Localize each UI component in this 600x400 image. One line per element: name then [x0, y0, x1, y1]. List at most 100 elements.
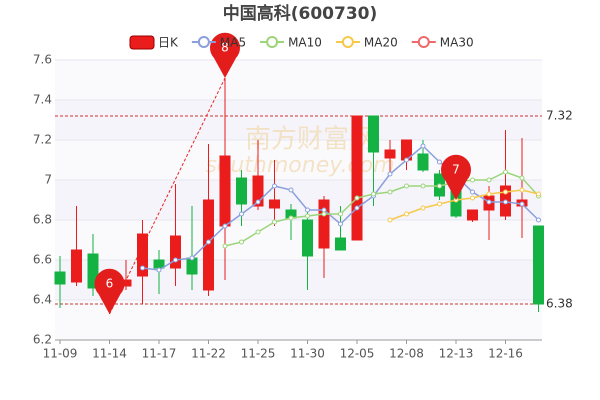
- candle-body: [302, 219, 313, 257]
- ma-point: [255, 229, 261, 235]
- ma-point: [404, 183, 409, 189]
- marker-label: 7: [452, 163, 460, 177]
- marker-link: [109, 77, 226, 315]
- y-tick-label: 6.6: [33, 253, 52, 267]
- legend-label: 日K: [158, 36, 179, 50]
- legend-swatch: [341, 36, 354, 48]
- ma-point: [206, 239, 211, 245]
- plot-band: [55, 100, 542, 140]
- marker-label: 6: [106, 277, 114, 291]
- candle-body: [153, 259, 165, 269]
- legend-label: MA30: [440, 36, 474, 50]
- chart-title: 中国高科(600730): [223, 3, 378, 24]
- candle-body: [368, 115, 379, 153]
- ma-point: [387, 217, 393, 223]
- x-tick-label: 11-09: [43, 347, 78, 361]
- candle-body: [533, 225, 544, 305]
- ma-point: [437, 201, 442, 207]
- x-tick-label: 12-08: [389, 347, 424, 361]
- plot-band: [55, 220, 542, 260]
- y-tick-label: 7: [44, 173, 52, 187]
- ma-point: [503, 189, 508, 195]
- ma-point: [486, 191, 492, 197]
- ma-point: [420, 205, 426, 211]
- ma-line: [389, 189, 539, 221]
- ma-point: [321, 207, 327, 213]
- x-tick-label: 12-13: [439, 347, 474, 361]
- x-tick-label: 12-05: [340, 347, 375, 361]
- legend-swatch: [129, 35, 155, 50]
- ma-point: [470, 177, 475, 183]
- x-tick-label: 11-17: [142, 347, 177, 361]
- ma-line: [224, 171, 540, 247]
- y-tick-label: 7.6: [33, 53, 52, 67]
- ma-point: [321, 211, 327, 217]
- ma-point: [156, 267, 162, 273]
- candle-body: [203, 199, 214, 291]
- ma-point: [536, 217, 541, 223]
- marker-pin: [94, 268, 125, 314]
- candle-body: [170, 235, 181, 269]
- ma-point: [519, 201, 525, 207]
- candle-body: [417, 153, 429, 171]
- ma-point: [387, 171, 393, 177]
- ma-point: [437, 159, 442, 165]
- candle-body: [269, 199, 280, 209]
- ma-point: [305, 207, 310, 213]
- ma-point: [354, 195, 360, 201]
- ma-point: [305, 213, 310, 219]
- ma-point: [255, 199, 261, 205]
- y-tick-label: 6.8: [33, 213, 52, 227]
- reference-label: 7.32: [546, 109, 573, 123]
- plot-band: [55, 300, 542, 340]
- ma-point: [404, 211, 409, 217]
- ma-point: [338, 211, 343, 217]
- ma-point: [222, 243, 228, 249]
- marker-label: 8: [221, 41, 229, 55]
- legend-swatch: [266, 36, 279, 48]
- ma-point: [371, 191, 376, 197]
- marker-pin: [210, 32, 241, 78]
- reference-label: 6.38: [546, 297, 573, 311]
- ma-point: [420, 183, 426, 189]
- candle-body: [236, 177, 247, 205]
- x-tick-label: 11-14: [92, 347, 127, 361]
- legend-swatch: [417, 36, 430, 48]
- ma-point: [288, 187, 294, 193]
- ma-point: [387, 189, 393, 195]
- plot-band: [55, 60, 542, 100]
- marker-pin: [441, 154, 472, 200]
- candle-body: [318, 199, 330, 249]
- ma-point: [404, 157, 409, 163]
- ma-point: [272, 219, 277, 225]
- candle-body: [54, 271, 66, 285]
- ma-point: [519, 175, 525, 181]
- ma-point: [536, 191, 541, 197]
- candle-body: [219, 155, 231, 227]
- ma-point: [519, 187, 525, 193]
- ma-point: [189, 255, 195, 261]
- y-tick-label: 6.4: [33, 293, 52, 307]
- legend-label: MA5: [220, 36, 246, 50]
- plot-band: [55, 260, 542, 300]
- ma-point: [338, 221, 343, 227]
- candle-body: [252, 175, 264, 207]
- candle-body: [384, 149, 396, 159]
- ma-point: [222, 223, 228, 229]
- ma-point: [503, 169, 508, 175]
- ma-point: [272, 183, 277, 189]
- ma-point: [486, 199, 492, 205]
- ma-point: [173, 257, 178, 263]
- x-tick-label: 11-22: [191, 347, 226, 361]
- y-tick-label: 7.2: [33, 133, 52, 147]
- candle-body: [87, 253, 99, 289]
- candle-body: [335, 237, 346, 251]
- ma-point: [503, 199, 508, 205]
- ma-point: [239, 239, 244, 245]
- candle-body: [467, 209, 478, 221]
- candle-body: [71, 249, 82, 283]
- ma-point: [239, 211, 244, 217]
- ma-point: [486, 177, 492, 183]
- y-tick-label: 6.2: [33, 333, 52, 347]
- legend-label: MA20: [364, 36, 398, 50]
